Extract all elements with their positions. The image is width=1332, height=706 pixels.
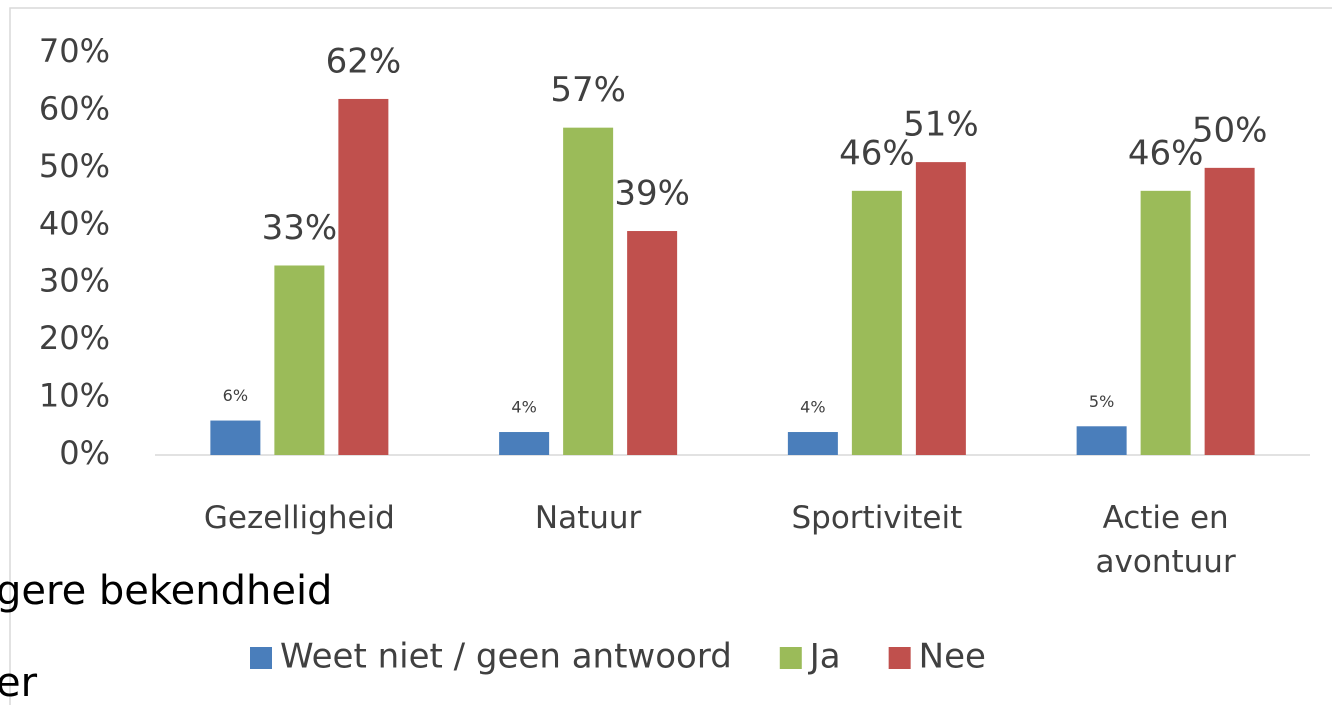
legend-label: Weet niet / geen antwoord xyxy=(280,637,732,677)
bar xyxy=(915,162,966,455)
y-tick-label: 60% xyxy=(39,89,110,127)
bar xyxy=(1140,190,1191,456)
legend-swatch xyxy=(888,647,911,669)
bar xyxy=(338,98,389,455)
value-label: 39% xyxy=(614,174,690,214)
bar xyxy=(274,265,325,455)
value-label: 5% xyxy=(1089,392,1114,411)
value-label: 33% xyxy=(262,208,338,248)
annotation: er xyxy=(0,660,38,706)
y-tick-label: 40% xyxy=(39,204,110,242)
bar xyxy=(851,190,902,456)
x-tick-label: Gezelligheid xyxy=(203,500,395,536)
y-tick-label: 70% xyxy=(39,32,110,70)
bar xyxy=(499,432,550,455)
value-label: 4% xyxy=(511,398,536,417)
y-tick-label: 50% xyxy=(39,147,110,185)
annotation: gere bekendheid xyxy=(0,568,333,614)
value-label: 46% xyxy=(1128,133,1204,173)
value-label: 46% xyxy=(839,133,915,173)
bar xyxy=(787,432,838,455)
bar xyxy=(210,420,261,455)
bar xyxy=(1076,426,1127,455)
value-label: 6% xyxy=(223,386,248,405)
x-tick-label: Sportiviteit xyxy=(791,500,963,536)
value-label: 50% xyxy=(1192,110,1268,150)
bar xyxy=(1204,167,1255,455)
x-tick-label: Natuur xyxy=(534,500,642,536)
value-label: 51% xyxy=(903,105,979,145)
value-label: 4% xyxy=(800,398,825,417)
bar xyxy=(627,231,678,455)
y-tick-label: 0% xyxy=(59,434,110,472)
y-tick-label: 20% xyxy=(39,319,110,357)
legend-swatch xyxy=(779,647,802,669)
y-tick-label: 10% xyxy=(39,377,110,415)
value-label: 57% xyxy=(550,70,626,110)
y-tick-label: 30% xyxy=(39,262,110,300)
legend-swatch xyxy=(250,647,272,669)
chart-frame xyxy=(9,7,1332,705)
bar xyxy=(563,127,614,456)
legend-label: Nee xyxy=(919,637,986,677)
value-label: 62% xyxy=(326,41,402,81)
x-tick-label: Actie en avontuur xyxy=(1095,500,1236,580)
legend-label: Ja xyxy=(808,637,841,677)
